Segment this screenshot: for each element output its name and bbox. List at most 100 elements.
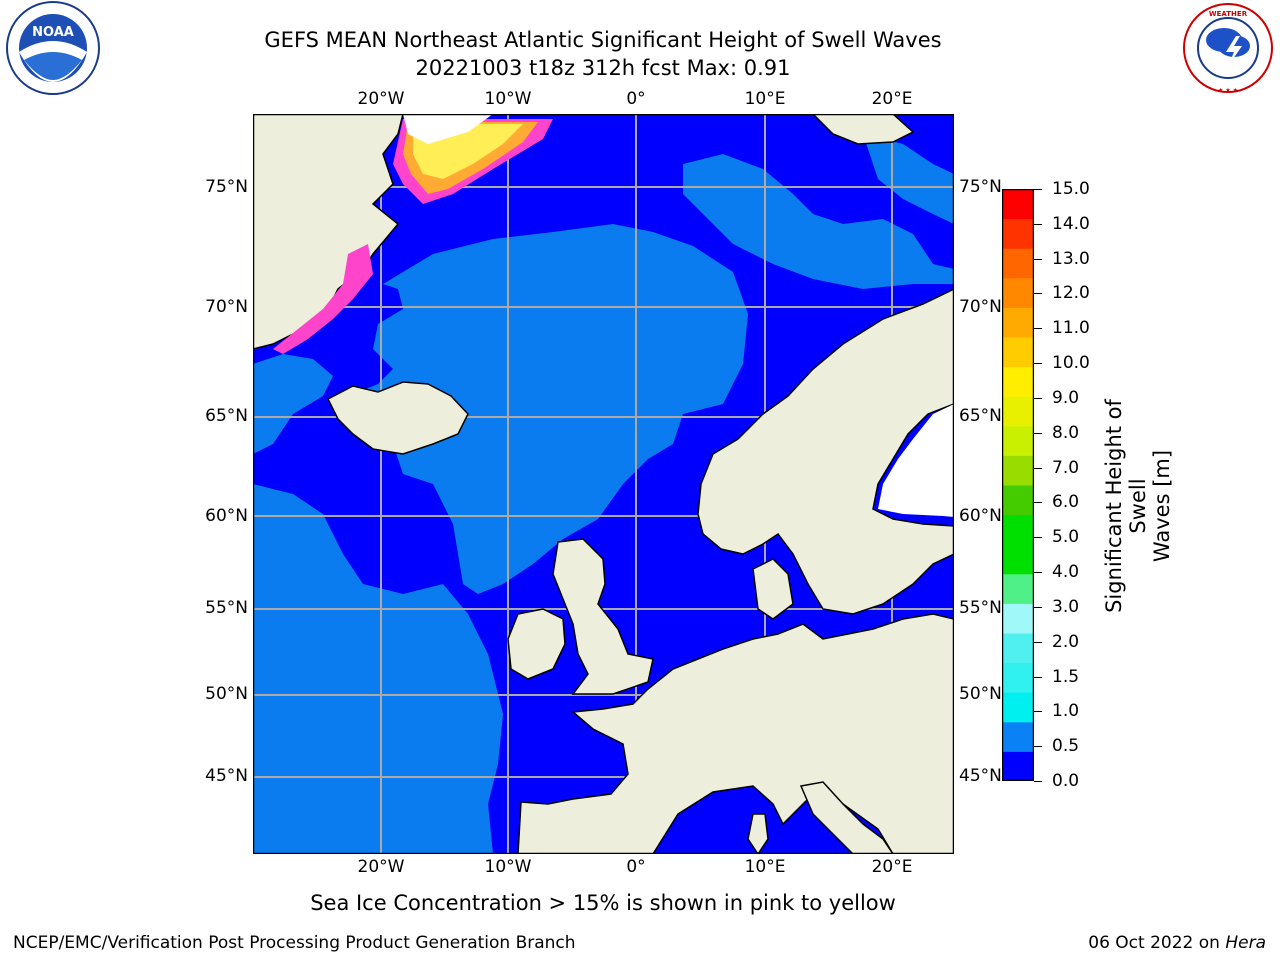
lon-tick-top: 0° (626, 89, 646, 109)
footer-machine: Hera (1225, 933, 1266, 953)
finland (878, 404, 954, 517)
colorbar-tick-label: 1.5 (1052, 666, 1080, 687)
lat-tick-left: 55°N (205, 598, 248, 618)
lon-tick-top: 20°W (357, 89, 405, 109)
sea-ice (273, 114, 553, 354)
land-masses (253, 114, 954, 854)
colorbar-band (1002, 544, 1034, 575)
colorbar-tick-mark (1034, 711, 1042, 713)
colorbar-tick-mark (1034, 537, 1042, 539)
colorbar-tick-label: 7.0 (1052, 457, 1080, 478)
colorbar-band (1002, 573, 1034, 604)
colorbar-tick-mark (1034, 328, 1042, 330)
colorbar-tick-mark (1034, 641, 1042, 643)
colorbar-band (1002, 189, 1034, 220)
colorbar-tick-mark (1034, 781, 1042, 782)
colorbar-tick-label: 13.0 (1052, 248, 1090, 269)
colorbar-tick-label: 10.0 (1052, 353, 1090, 374)
lon-tick-bottom: 10°W (484, 857, 532, 877)
colorbar-tick-label: 8.0 (1052, 422, 1080, 443)
noaa-logo: NOAA (6, 1, 100, 95)
colorbar-band (1002, 425, 1034, 456)
colorbar-band (1002, 396, 1034, 427)
colorbar-band (1002, 455, 1034, 486)
lat-tick-right: 65°N (959, 406, 1002, 426)
sea-ice-note: Sea Ice Concentration > 15% is shown in … (310, 891, 896, 915)
colorbar-band (1002, 366, 1034, 397)
colorbar-tick-label: 2.0 (1052, 631, 1080, 652)
colorbar-tick-label: 3.0 (1052, 596, 1080, 617)
colorbar-bands (1002, 189, 1034, 781)
lon-tick-top: 10°W (484, 89, 532, 109)
lat-tick-right: 45°N (959, 766, 1002, 786)
lat-tick-left: 70°N (205, 297, 248, 317)
colorbar-tick-mark (1034, 363, 1042, 365)
nws-logo: WEATHER ★ ★ ★ (1183, 3, 1273, 94)
svalbard (811, 114, 915, 145)
colorbar-band (1002, 633, 1034, 664)
lat-tick-left: 65°N (205, 406, 248, 426)
footer-date: 06 Oct 2022 on Hera (1088, 933, 1266, 953)
colorbar-tick-mark (1034, 502, 1042, 504)
colorbar-tick-label: 0.0 (1052, 771, 1080, 791)
footer-date-text: 06 Oct 2022 on (1088, 933, 1226, 953)
colorbar-label-line1: Significant Height of Swell (1102, 399, 1150, 613)
swell-height-map (253, 114, 954, 854)
lat-tick-right: 70°N (959, 297, 1002, 317)
colorbar-tick-mark (1034, 572, 1042, 574)
colorbar-tick-label: 14.0 (1052, 213, 1090, 234)
continental-europe (517, 613, 954, 854)
colorbar-band (1002, 485, 1034, 516)
colorbar-band (1002, 248, 1034, 279)
colorbar-band (1002, 692, 1034, 723)
colorbar-tick-mark (1034, 189, 1042, 190)
colorbar-band (1002, 218, 1034, 249)
lon-tick-top: 20°E (871, 89, 913, 109)
colorbar-tick-mark (1034, 606, 1042, 608)
great-britain (552, 538, 654, 695)
colorbar-tick-mark (1034, 467, 1042, 469)
swell-region-central (353, 224, 748, 594)
swell-region-west (253, 354, 333, 454)
colorbar-band (1002, 751, 1034, 781)
colorbar-tick-label: 9.0 (1052, 387, 1080, 408)
colorbar (1002, 189, 1034, 781)
colorbar-label: Significant Height of Swell Waves [m] (1102, 399, 1174, 896)
colorbar-tick-mark (1034, 258, 1042, 260)
colorbar-band (1002, 514, 1034, 545)
colorbar-tick-label: 12.0 (1052, 283, 1090, 304)
colorbar-tick-mark (1034, 293, 1042, 295)
lon-tick-bottom: 20°E (871, 857, 913, 877)
lat-tick-right: 55°N (959, 598, 1002, 618)
lat-tick-left: 45°N (205, 766, 248, 786)
svg-text:WEATHER: WEATHER (1209, 10, 1248, 18)
colorbar-band (1002, 662, 1034, 693)
lon-tick-bottom: 0° (626, 857, 646, 877)
lon-tick-top: 10°E (744, 89, 786, 109)
colorbar-tick-mark (1034, 223, 1042, 225)
colorbar-tick-label: 6.0 (1052, 492, 1080, 513)
colorbar-tick-mark (1034, 397, 1042, 399)
lon-tick-bottom: 10°E (744, 857, 786, 877)
colorbar-band (1002, 277, 1034, 308)
denmark (752, 558, 794, 620)
colorbar-tick-mark (1034, 746, 1042, 748)
lat-tick-left: 75°N (205, 177, 248, 197)
colorbar-tick-mark (1034, 432, 1042, 434)
swell-region-north-2 (863, 134, 954, 224)
lat-tick-right: 75°N (959, 177, 1002, 197)
colorbar-label-line2: Waves [m] (1150, 449, 1174, 563)
colorbar-band (1002, 307, 1034, 338)
colorbar-band (1002, 337, 1034, 368)
lat-tick-left: 50°N (205, 684, 248, 704)
colorbar-tick-label: 11.0 (1052, 318, 1090, 339)
swell-region-southwest (253, 484, 503, 854)
lat-tick-right: 50°N (959, 684, 1002, 704)
colorbar-tick-label: 5.0 (1052, 527, 1080, 548)
iceland (326, 381, 469, 455)
lon-tick-bottom: 20°W (357, 857, 405, 877)
colorbar-tick-label: 15.0 (1052, 179, 1090, 199)
lat-tick-left: 60°N (205, 506, 248, 526)
greenland (253, 114, 404, 350)
colorbar-tick-mark (1034, 676, 1042, 678)
